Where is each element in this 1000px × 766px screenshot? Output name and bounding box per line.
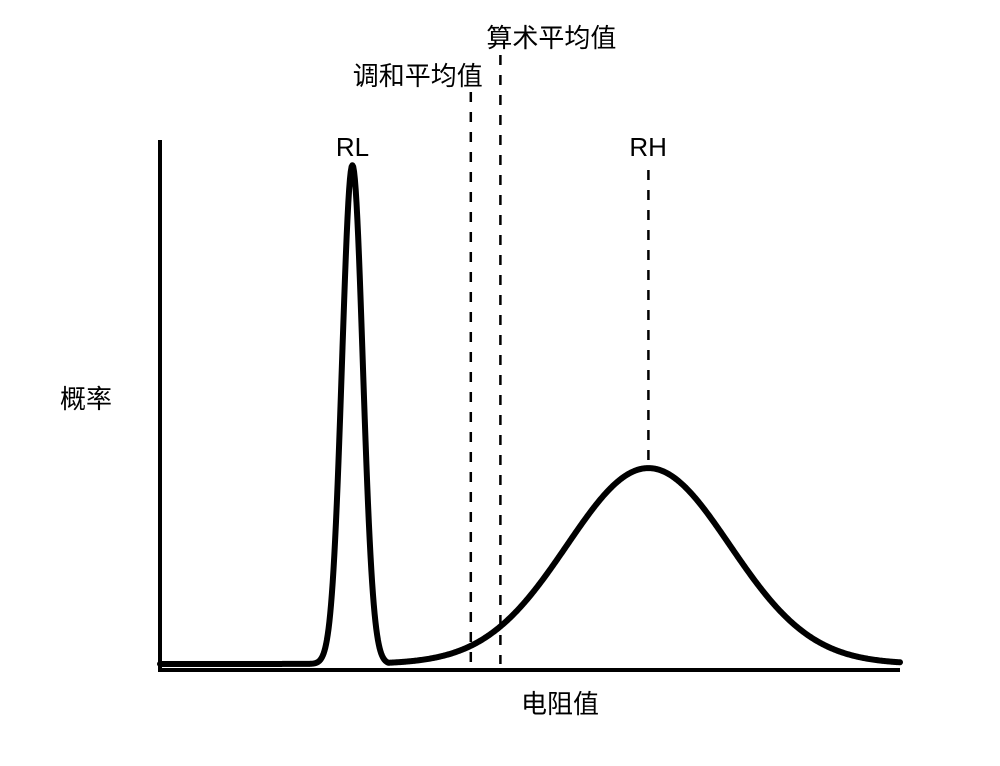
- chart-svg: [0, 0, 1000, 766]
- peak-label-RH: RH: [629, 132, 667, 163]
- chart-root: 算术平均值 调和平均值 RL RH 概率 电阻值: [0, 0, 1000, 766]
- x-axis-label: 电阻值: [521, 684, 599, 721]
- y-axis-label: 概率: [60, 379, 112, 416]
- distribution-curve: [160, 165, 900, 664]
- peak-label-RL: RL: [336, 132, 369, 163]
- harmonic-mean-label: 调和平均值: [353, 56, 483, 93]
- arithmetic-mean-label: 算术平均值: [486, 18, 616, 55]
